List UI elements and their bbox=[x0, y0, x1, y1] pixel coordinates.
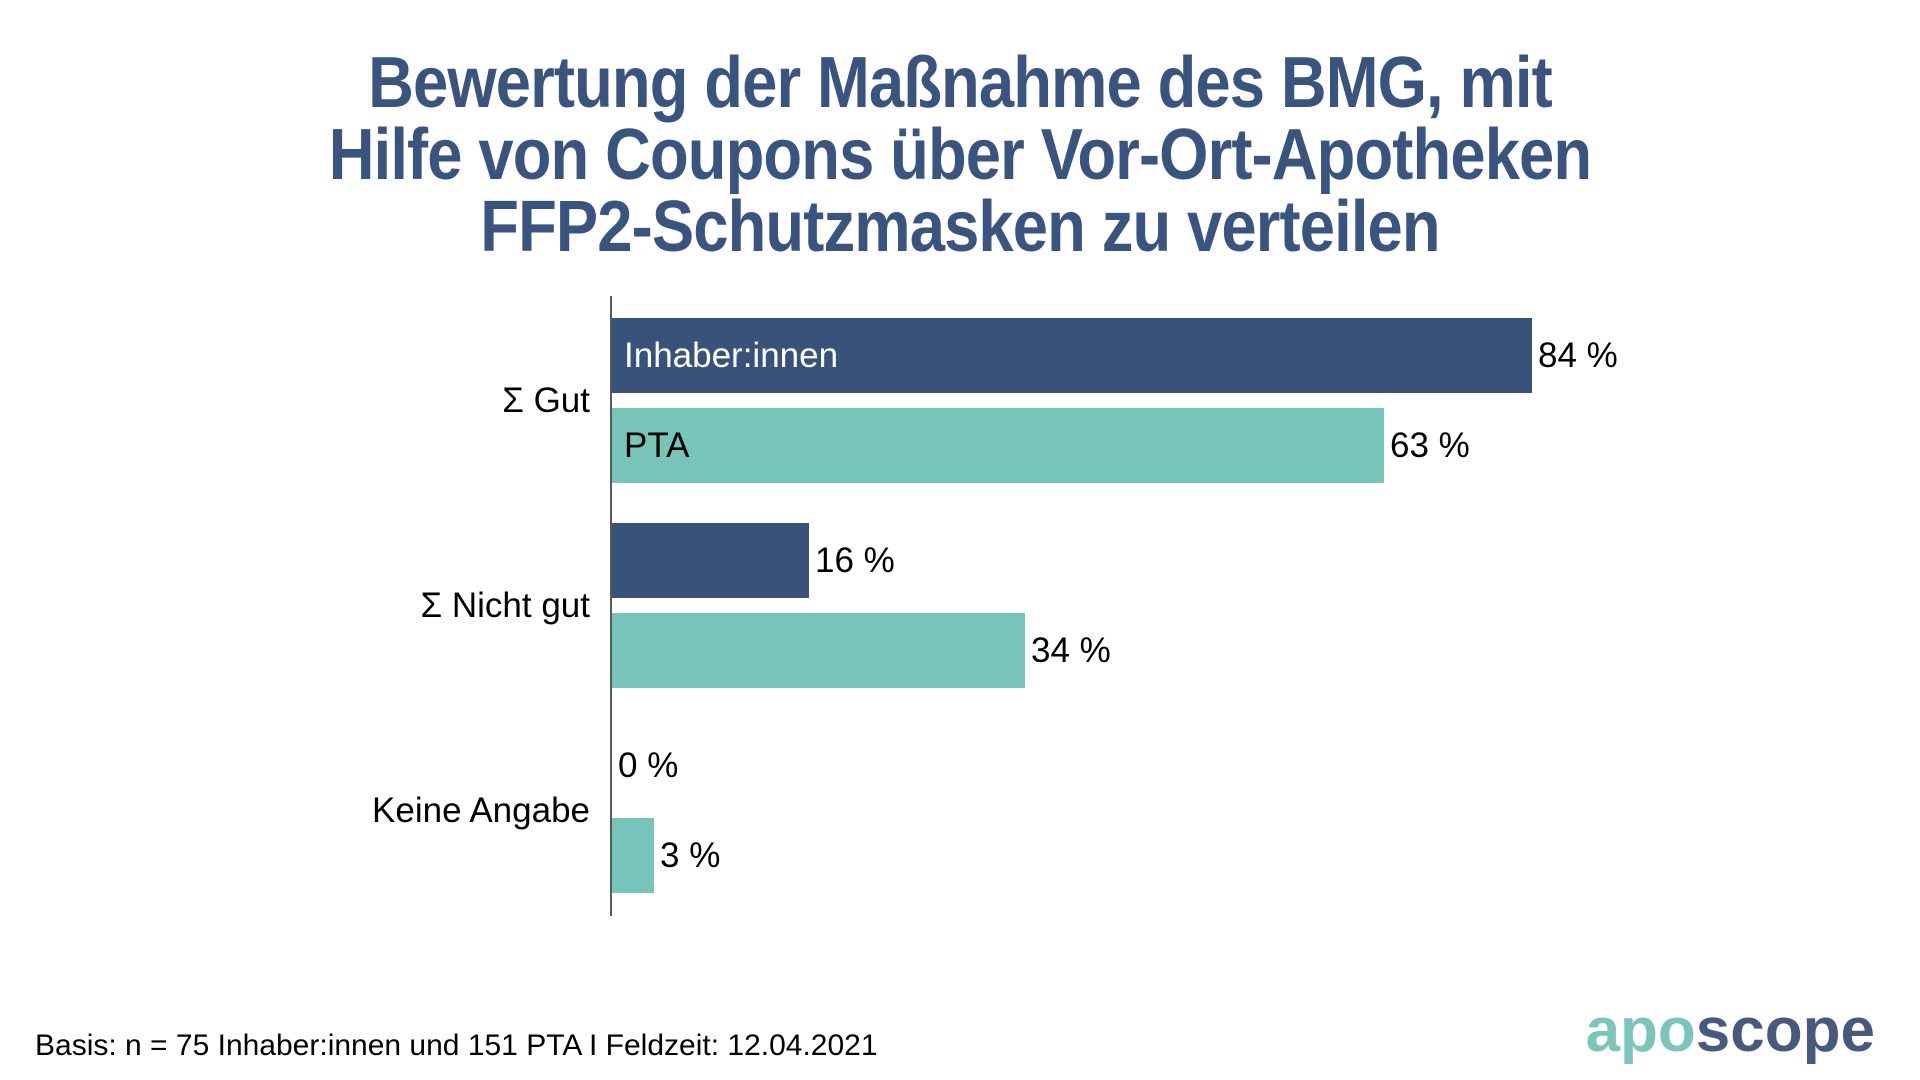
bar-pta-keine-angabe bbox=[612, 818, 654, 893]
value-label-pta-gut: 63 % bbox=[1390, 426, 1470, 465]
bar-pta-nicht-gut bbox=[612, 613, 1025, 688]
category-label-gut: Σ Gut bbox=[502, 381, 590, 420]
bar-inhaber-gut bbox=[612, 318, 1532, 393]
series-label-inhaber: Inhaber:innen bbox=[624, 336, 839, 375]
aposcope-logo: aposcope bbox=[1586, 1000, 1875, 1062]
logo-scope-part: scope bbox=[1695, 996, 1875, 1065]
value-label-inhaber-keine-angabe: 0 % bbox=[618, 746, 679, 785]
value-label-inhaber-nicht-gut: 16 % bbox=[815, 541, 895, 580]
category-label-keine-angabe: Keine Angabe bbox=[372, 791, 590, 830]
value-label-inhaber-gut: 84 % bbox=[1538, 336, 1618, 375]
y-axis-line bbox=[610, 296, 612, 916]
value-label-pta-keine-angabe: 3 % bbox=[660, 836, 721, 875]
value-label-pta-nicht-gut: 34 % bbox=[1031, 631, 1111, 670]
logo-apo-part: apo bbox=[1585, 996, 1696, 1065]
series-label-pta: PTA bbox=[624, 426, 690, 465]
footer-basis-text: Basis: n = 75 Inhaber:innen und 151 PTA … bbox=[35, 1029, 878, 1062]
category-label-nicht-gut: Σ Nicht gut bbox=[420, 586, 590, 625]
bar-inhaber-nicht-gut bbox=[612, 523, 809, 598]
bar-pta-gut bbox=[612, 408, 1384, 483]
page-title: Bewertung der Maßnahme des BMG, mit Hilf… bbox=[328, 43, 1592, 267]
